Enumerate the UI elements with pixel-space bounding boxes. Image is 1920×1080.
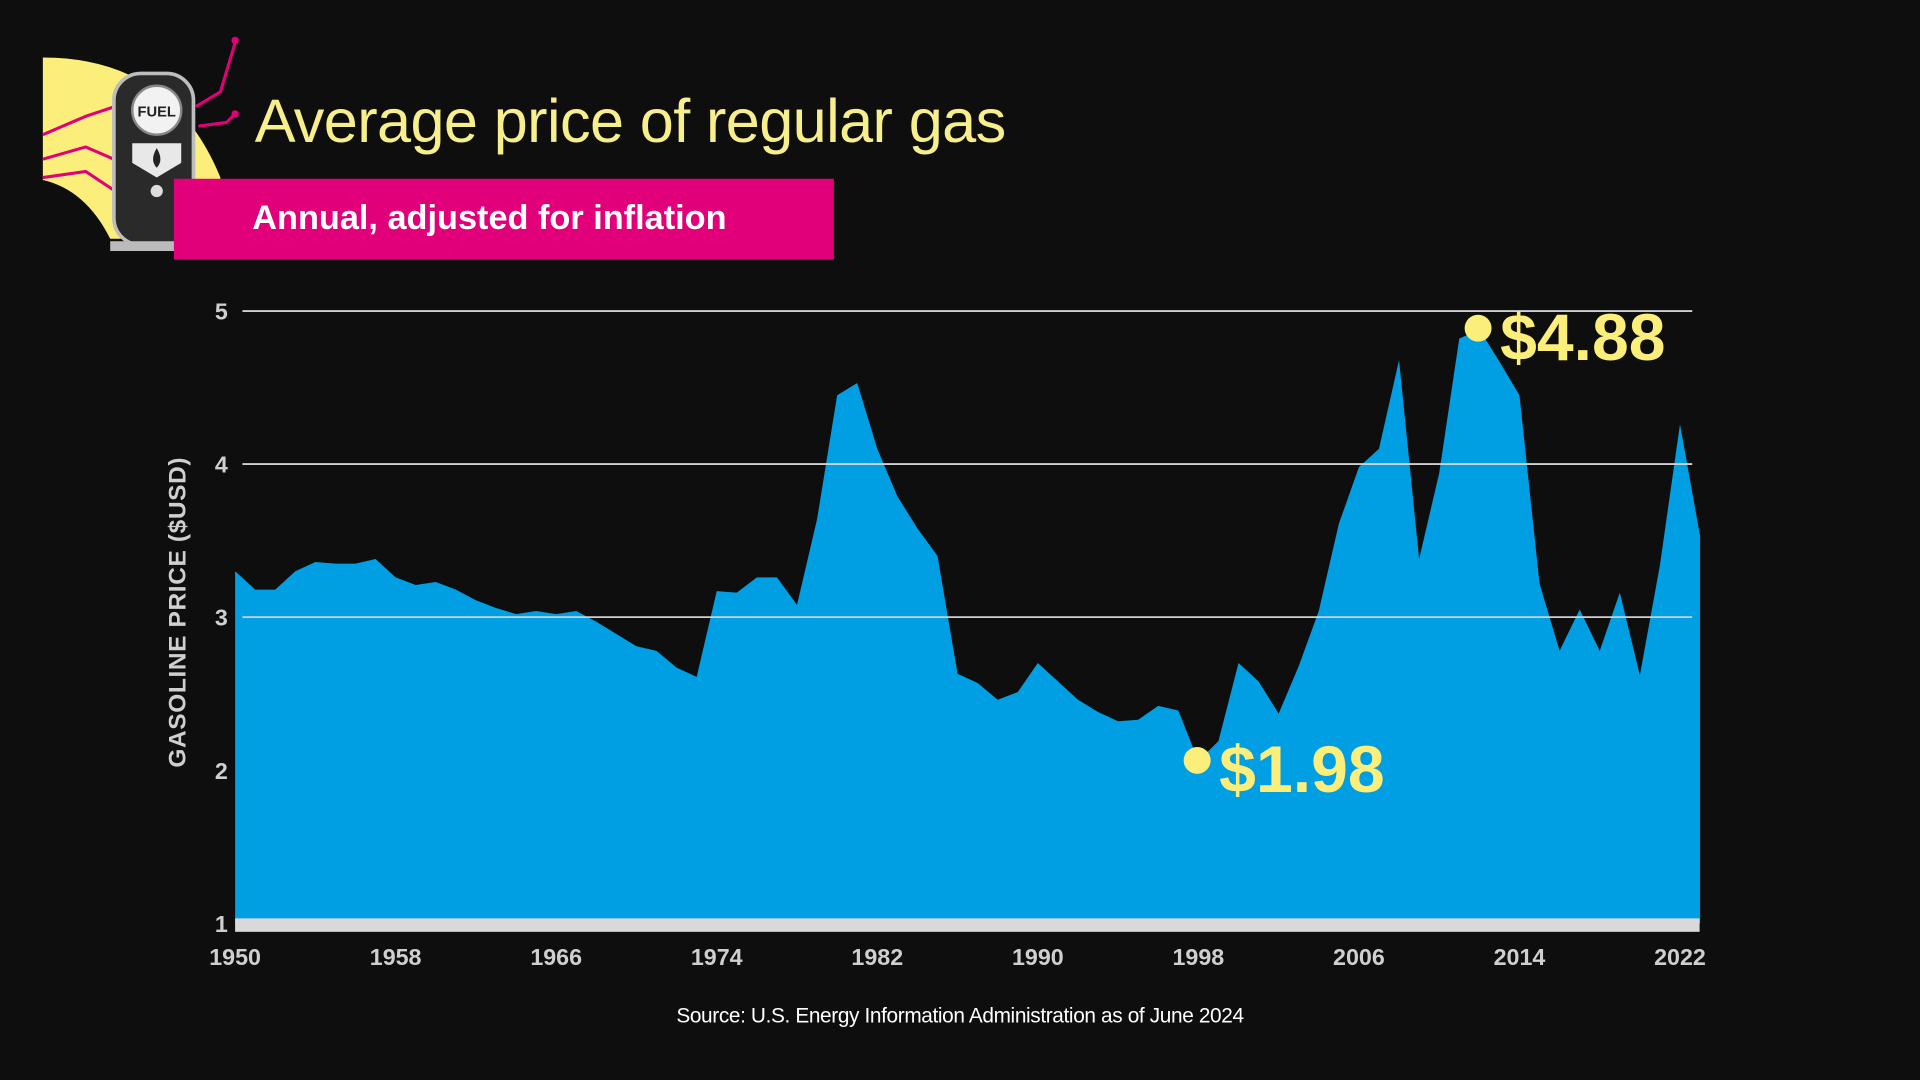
x-tick-label: 1990 <box>1012 944 1064 970</box>
x-tick-label: 1950 <box>209 944 261 970</box>
x-tick-label: 2022 <box>1654 944 1706 970</box>
y-tick-label: 2 <box>215 758 228 784</box>
pump-label: FUEL <box>138 104 176 120</box>
chart-subtitle-banner: Annual, adjusted for inflation <box>173 178 834 260</box>
chart-subtitle: Annual, adjusted for inflation <box>252 198 727 237</box>
baseline-band <box>235 918 1700 932</box>
annotation-label: $4.88 <box>1500 301 1665 375</box>
chart-title: Average price of regular gas <box>254 86 1007 156</box>
x-tick-label: 1974 <box>691 944 743 970</box>
x-tick-label: 1998 <box>1173 944 1225 970</box>
x-tick-label: 2006 <box>1333 944 1385 970</box>
annotation-marker <box>1183 746 1211 774</box>
annotation-marker <box>1464 314 1492 342</box>
source-note: Source: U.S. Energy Information Administ… <box>676 1004 1244 1028</box>
price-area <box>235 329 1701 924</box>
x-tick-label: 2014 <box>1494 944 1546 970</box>
y-tick-label: 4 <box>215 452 228 478</box>
x-tick-label: 1982 <box>851 944 903 970</box>
x-tick-label: 1958 <box>370 944 422 970</box>
y-tick-label: 5 <box>215 299 228 325</box>
y-tick-label: 1 <box>215 911 228 937</box>
x-tick-label: 1966 <box>530 944 582 970</box>
y-tick-label: 3 <box>215 605 228 631</box>
annotation-label: $1.98 <box>1219 733 1384 807</box>
